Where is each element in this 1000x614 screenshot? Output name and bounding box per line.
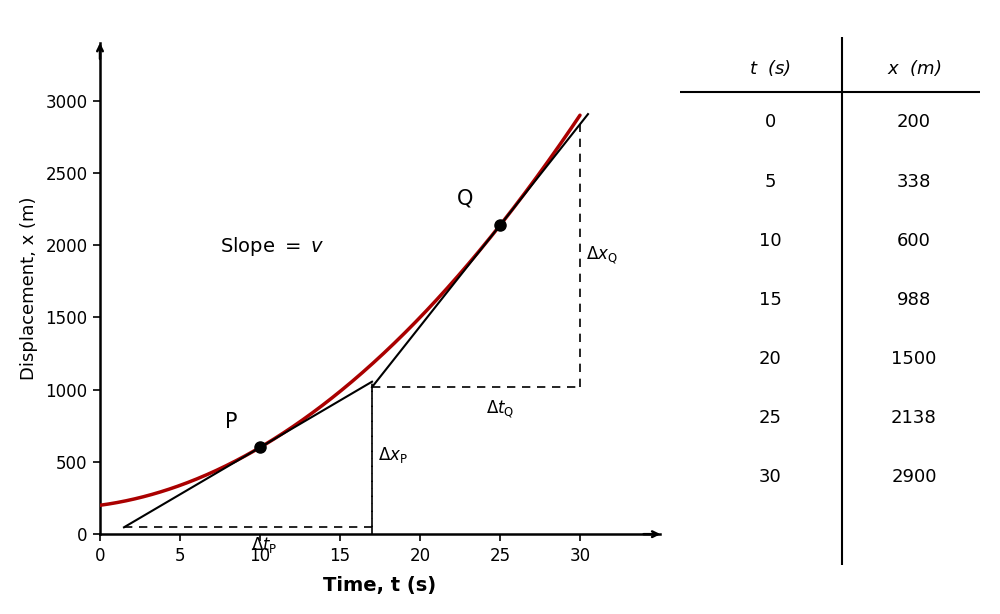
Text: $\Delta t_\mathrm{Q}$: $\Delta t_\mathrm{Q}$ bbox=[486, 398, 514, 421]
Text: 600: 600 bbox=[897, 231, 931, 250]
Text: $\Delta x_\mathrm{Q}$: $\Delta x_\mathrm{Q}$ bbox=[586, 245, 618, 266]
Text: 25: 25 bbox=[759, 409, 782, 427]
Text: Q: Q bbox=[457, 188, 473, 208]
Text: $\Delta t_\mathrm{P}$: $\Delta t_\mathrm{P}$ bbox=[251, 535, 277, 555]
Text: 2900: 2900 bbox=[891, 468, 937, 486]
Text: $t$  (s): $t$ (s) bbox=[749, 58, 791, 78]
Text: 1500: 1500 bbox=[891, 350, 937, 368]
Text: 338: 338 bbox=[897, 173, 931, 190]
Y-axis label: Displacement, x (m): Displacement, x (m) bbox=[20, 197, 38, 380]
Text: 20: 20 bbox=[759, 350, 781, 368]
Text: Slope $= \ v$: Slope $= \ v$ bbox=[220, 235, 324, 258]
Text: 5: 5 bbox=[764, 173, 776, 190]
Text: 2138: 2138 bbox=[891, 409, 937, 427]
Text: 988: 988 bbox=[897, 291, 931, 309]
Text: 0: 0 bbox=[764, 114, 776, 131]
Text: 200: 200 bbox=[897, 114, 931, 131]
Text: $x$  (m): $x$ (m) bbox=[887, 58, 941, 78]
Text: 10: 10 bbox=[759, 231, 781, 250]
Text: 30: 30 bbox=[759, 468, 781, 486]
Text: 15: 15 bbox=[759, 291, 781, 309]
Text: $\Delta x_\mathrm{P}$: $\Delta x_\mathrm{P}$ bbox=[378, 445, 408, 465]
Text: P: P bbox=[225, 411, 237, 432]
X-axis label: Time, t (s): Time, t (s) bbox=[323, 576, 437, 595]
